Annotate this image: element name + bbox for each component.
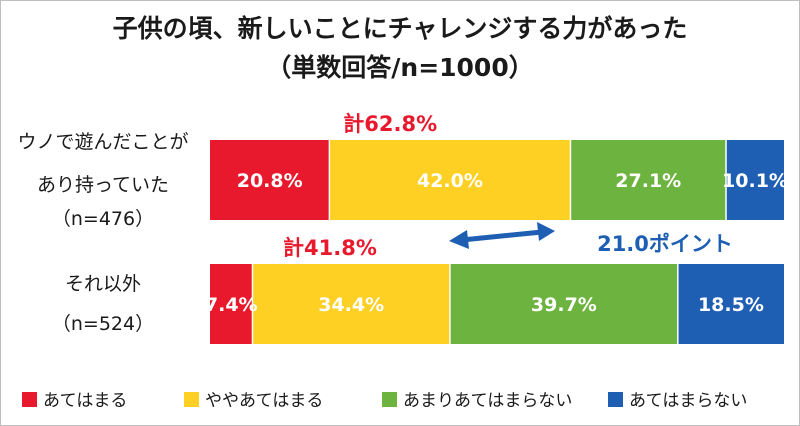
total-label: 計62.8% — [343, 112, 437, 136]
bar-value-label: 39.7% — [531, 294, 597, 316]
double-arrow-shaft — [461, 229, 543, 243]
category-label: （n=524） — [52, 313, 154, 335]
category-label: （n=476） — [52, 208, 154, 230]
bar-value-label: 27.1% — [615, 170, 681, 192]
bar-value-label: 42.0% — [417, 170, 483, 192]
bar-value-labels: 20.8% 42.0% 27.1% 10.1% 7.4% 34.4% 39.7% 18.5% — [205, 170, 788, 316]
bar-value-label: 10.1% — [722, 170, 788, 192]
chart-title: 子供の頃、新しいことにチャレンジする力があった — [113, 14, 688, 43]
bar-value-label: 7.4% — [205, 294, 258, 316]
arrow-head-right-icon — [537, 222, 555, 241]
bar-segment — [677, 264, 784, 344]
bar-value-label: 20.8% — [237, 170, 303, 192]
legend-swatch — [382, 392, 397, 407]
legend: あてはまる ややあてはまる あまりあてはまらない あてはまらない — [22, 391, 747, 411]
legend-swatch — [608, 392, 623, 407]
bar-value-label: 18.5% — [698, 294, 764, 316]
total-labels: 計62.8% 計41.8% — [283, 112, 437, 260]
bar-segment — [449, 264, 678, 344]
total-label: 計41.8% — [283, 236, 377, 260]
legend-label: あてはまる — [43, 391, 127, 411]
legend-label: あまりあてはまらない — [403, 391, 572, 411]
arrow-head-left-icon — [449, 230, 469, 249]
bar-value-label: 34.4% — [318, 294, 384, 316]
chart-subtitle: （単数回答/n=1000） — [266, 53, 533, 82]
difference-label: 21.0ポイント — [597, 232, 733, 256]
category-label: それ以外 — [65, 273, 141, 295]
bar-segment — [726, 140, 784, 220]
bar-segment — [570, 140, 727, 220]
category-label: あり持っていた — [37, 174, 169, 196]
legend-label: ややあてはまる — [205, 391, 323, 411]
legend-label: あてはまらない — [629, 391, 747, 411]
bar-segment — [210, 264, 253, 344]
legend-swatch — [22, 392, 37, 407]
bar-segment — [252, 264, 450, 344]
legend-swatch — [184, 392, 199, 407]
bar-segment — [329, 140, 571, 220]
bars — [210, 140, 784, 344]
bar-segment — [210, 140, 330, 220]
category-label: ウノで遊んだことが — [17, 131, 188, 153]
difference-annotation: 21.0ポイント — [449, 222, 733, 256]
